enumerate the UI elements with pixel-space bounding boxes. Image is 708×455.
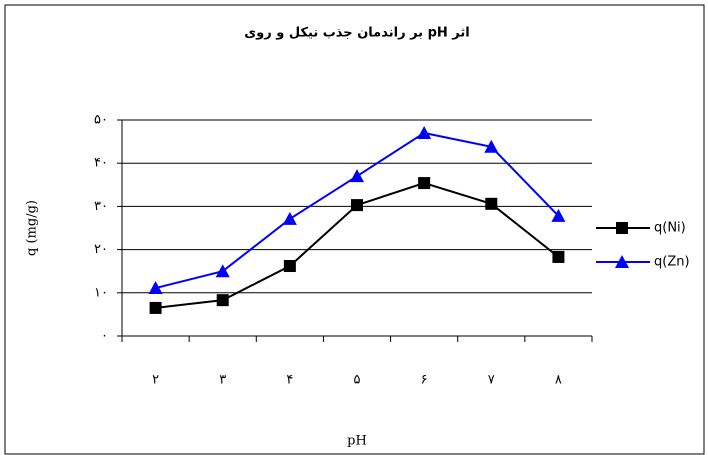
legend-label: q(Ni) [654,221,686,236]
marker [350,169,364,183]
x-tick-label: ۳ [219,373,226,388]
marker [485,197,498,210]
marker [615,255,629,268]
x-axis-label: pH [347,434,367,449]
marker [417,125,432,139]
x-tick-label: ۷ [488,373,495,388]
marker [552,250,565,263]
marker [484,139,499,153]
y-tick-label: ۳۰ [94,199,108,214]
y-tick-label: ۱۰ [94,285,108,300]
marker [551,208,566,222]
x-tick-label: ۶ [421,373,428,388]
x-tick-label: ۵ [354,373,361,388]
marker [216,294,229,307]
marker [283,260,296,273]
chart-title: اثر pH بر راندمان جذب نیکل و روی [244,26,469,41]
x-tick-label: ۸ [555,373,562,388]
marker [282,211,297,225]
marker [149,301,162,314]
marker [215,264,230,278]
x-tick-label: ۲ [152,373,159,388]
marker [418,177,431,190]
y-tick-label: ۲۰ [94,242,108,257]
y-tick-label: ۴۰ [94,156,108,171]
marker [148,281,163,295]
legend-label: q(Zn) [654,255,690,270]
y-tick-label: ۰ [101,329,108,344]
y-tick-label: ۵۰ [94,113,108,128]
marker [351,199,363,212]
marker [616,222,628,234]
y-axis-label: q (mg/g) [25,200,40,256]
x-tick-label: ۴ [286,373,293,388]
